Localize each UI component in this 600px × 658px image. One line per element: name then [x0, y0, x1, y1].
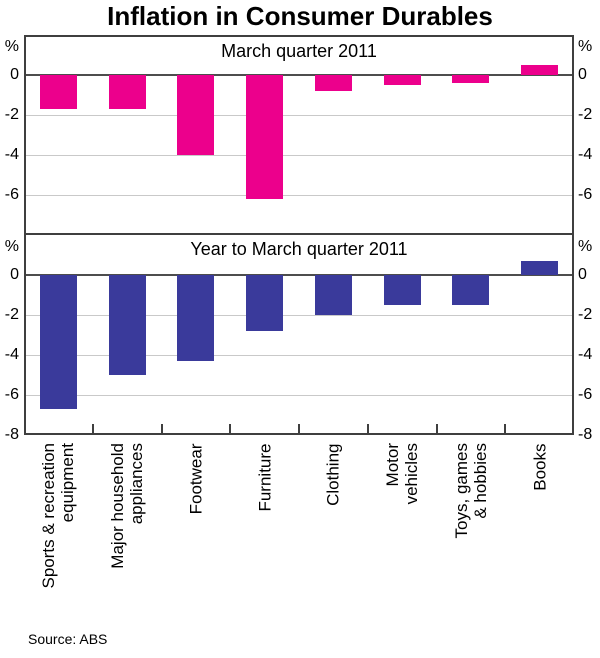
- panel0-ytick-label-left: -6: [4, 186, 19, 203]
- category-label-line: Books: [530, 443, 550, 491]
- panel1-unit-label-right: %: [578, 238, 593, 255]
- x-axis-tick: [504, 424, 507, 433]
- panel0-bar-5: [383, 75, 421, 85]
- panel0-bar-6: [452, 75, 490, 83]
- panel1-bar-6: [452, 275, 490, 305]
- panel0-gridline: [26, 114, 572, 116]
- x-axis-tick: [229, 424, 232, 433]
- category-label-line: vehicles: [402, 443, 422, 505]
- panel0-ytick-label-right: -2: [578, 106, 593, 123]
- panel0-ytick-label-left: -2: [4, 106, 19, 123]
- panel0-unit-label-right: %: [578, 38, 593, 55]
- panel0-gridline: [26, 154, 572, 156]
- panel1-bar-7: [521, 261, 559, 275]
- category-label-4: Clothing: [324, 443, 343, 623]
- x-axis-tick: [160, 424, 163, 433]
- panel1-bar-1: [108, 275, 146, 375]
- panel1-bar-4: [314, 275, 352, 315]
- panel0-bar-3: [246, 75, 284, 199]
- panel1-gridline: [26, 394, 572, 396]
- panel0-ytick-label-right: -6: [578, 186, 593, 203]
- panel0-bar-4: [314, 75, 352, 91]
- panel1-ytick-label-right: -8: [578, 426, 593, 443]
- panel-year-to-march-quarter: Year to March quarter 2011: [24, 235, 574, 435]
- panel1-ytick-label-left: -2: [4, 306, 19, 323]
- panel-title-march-quarter: March quarter 2011: [221, 41, 377, 61]
- panel1-bar-2: [177, 275, 215, 361]
- panel0-ytick-label-right: -4: [578, 146, 593, 163]
- category-label-2: Footwear: [186, 443, 205, 623]
- category-label-0: Sports & recreation equipment: [39, 443, 77, 623]
- panel0-bar-0: [39, 75, 77, 109]
- panel0-bar-1: [108, 75, 146, 109]
- panel1-ytick-label-left: 0: [10, 266, 19, 283]
- panel0-gridline: [26, 194, 572, 196]
- category-label-line: Furniture: [255, 443, 275, 512]
- category-label-line: Motor: [383, 443, 403, 487]
- panel1-gridline: [26, 314, 572, 316]
- panel1-bar-5: [383, 275, 421, 305]
- x-axis-tick: [91, 424, 94, 433]
- panel0-zero-line: [26, 74, 572, 76]
- panel0-bar-2: [177, 75, 215, 155]
- panel1-gridline: [26, 354, 572, 356]
- panel1-ytick-label-left: -6: [4, 386, 19, 403]
- category-label-1: Major household appliances: [108, 443, 146, 623]
- panel1-ytick-label-left: -4: [4, 346, 19, 363]
- category-label-3: Furniture: [255, 443, 274, 623]
- panel1-ytick-label-right: 0: [578, 266, 587, 283]
- panel1-ytick-label-right: -6: [578, 386, 593, 403]
- category-label-line: Major household: [108, 443, 128, 569]
- panel1-ytick-label-right: -4: [578, 346, 593, 363]
- panel1-ytick-label-right: -2: [578, 306, 593, 323]
- category-label-line: equipment: [58, 443, 78, 523]
- source-note: Source: ABS: [28, 631, 108, 647]
- panel-march-quarter: March quarter 2011: [24, 35, 574, 235]
- category-label-line: & hobbies: [470, 443, 490, 519]
- panel1-ytick-label-left: -8: [4, 426, 19, 443]
- category-label-7: Books: [530, 443, 549, 623]
- x-axis-tick: [435, 424, 438, 433]
- panel0-ytick-label-right: 0: [578, 66, 587, 83]
- category-label-line: Clothing: [323, 443, 343, 506]
- category-label-line: Sports & recreation: [39, 443, 59, 589]
- panel0-unit-label-left: %: [4, 38, 19, 55]
- panel0-ytick-label-left: 0: [10, 66, 19, 83]
- panel1-unit-label-left: %: [4, 238, 19, 255]
- category-label-line: Toys, games: [451, 443, 471, 539]
- category-label-line: appliances: [127, 443, 147, 525]
- panel1-bar-3: [246, 275, 284, 331]
- panel1-zero-line: [26, 274, 572, 276]
- x-axis-tick: [366, 424, 369, 433]
- category-label-5: Motor vehicles: [383, 443, 421, 623]
- panel0-bar-7: [521, 65, 559, 75]
- panel-title-year-to-march-quarter: Year to March quarter 2011: [190, 239, 408, 259]
- category-label-line: Footwear: [186, 443, 206, 514]
- category-label-6: Toys, games & hobbies: [452, 443, 490, 623]
- x-axis-tick: [298, 424, 300, 433]
- chart-title: Inflation in Consumer Durables: [107, 1, 493, 31]
- panel1-bar-0: [39, 275, 77, 409]
- panel0-ytick-label-left: -4: [4, 146, 19, 163]
